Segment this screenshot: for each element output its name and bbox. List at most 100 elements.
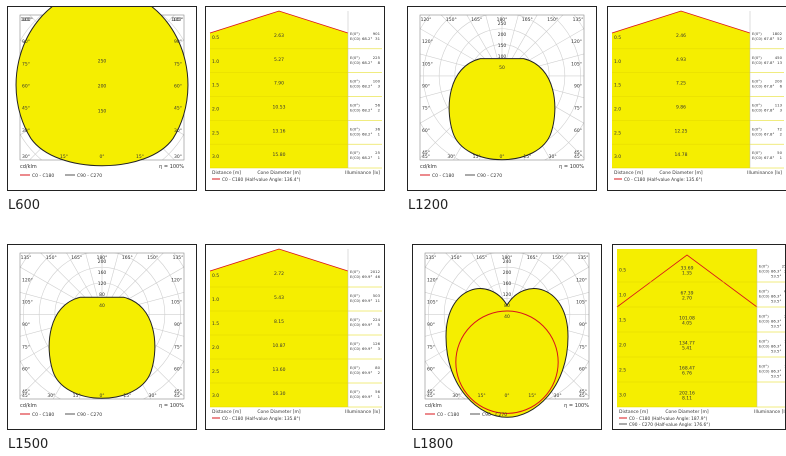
- angle-label-top: 135°: [578, 255, 589, 261]
- row-angle: 86.3°: [771, 269, 781, 274]
- row-e2: E(C0): [752, 131, 763, 136]
- row-lux-2: 5: [378, 322, 381, 327]
- row-e2: E(C0): [350, 60, 361, 65]
- row-lux-2: 2: [378, 107, 381, 112]
- radial-value: 50: [499, 65, 505, 71]
- row-lux-2: 11: [375, 298, 380, 303]
- angle-label-bottom: 15°: [60, 154, 68, 160]
- radial-value: 150: [98, 109, 107, 115]
- row-angle: 68.2°: [362, 60, 372, 65]
- angle-label-right: 30°: [174, 128, 182, 134]
- row-distance: 1.0: [614, 59, 621, 65]
- row-distance: 1.5: [614, 83, 621, 89]
- angle-label-right: 45°: [174, 106, 182, 112]
- row-distance: 2.5: [619, 368, 626, 374]
- caption-l1200: L1200: [408, 198, 449, 213]
- row-lux: 901: [373, 31, 381, 36]
- row-angle-2: 53.5°: [771, 274, 781, 279]
- footer-diameter: Cone Diameter [m]: [257, 409, 301, 415]
- row-diameter: 10.53: [273, 104, 286, 110]
- row-angle: 67.8°: [764, 131, 774, 136]
- angle-label-top: 165°: [476, 255, 487, 261]
- row-lux: 28: [784, 314, 786, 319]
- row-angle: 86.3°: [771, 369, 781, 374]
- angle-label-bottom: 30°: [447, 154, 455, 160]
- angle-label-bottom: 15°: [123, 393, 131, 399]
- angle-label-right: 75°: [574, 106, 582, 112]
- angle-label-bottom: 30°: [174, 154, 182, 160]
- angle-label-right: 105°: [171, 17, 182, 23]
- row-e2: E(C0): [350, 298, 361, 303]
- row-e2: E(C0): [350, 370, 361, 375]
- angle-label-left: 90°: [22, 39, 30, 45]
- radial-value: 250: [98, 59, 107, 65]
- row-diameter: 10.87: [273, 343, 286, 349]
- row-e1: E(0°): [752, 31, 762, 36]
- intensity-curve-c0: [15, 7, 189, 167]
- row-angle: 67.8°: [764, 107, 774, 112]
- row-lux-2: 3: [780, 107, 783, 112]
- legend-text: C0 - C180 (Half-value Angle: 136.4°): [222, 177, 301, 183]
- row-distance: 2.0: [212, 345, 219, 351]
- row-lux-2: 20: [784, 269, 786, 274]
- row-diameter: 12.25: [675, 128, 688, 134]
- angle-label-right: 45°: [174, 389, 182, 395]
- row-e2: E(C0): [752, 60, 763, 65]
- radial-value: 120: [98, 281, 107, 287]
- angle-label-right: 90°: [174, 39, 182, 45]
- unit-label: cd/klm: [425, 403, 442, 409]
- angle-label-right: 45°: [579, 389, 587, 395]
- row-angle: 86.3°: [771, 319, 781, 324]
- angle-label-left: 90°: [22, 322, 30, 328]
- row-lux: 100: [373, 79, 381, 84]
- row-angle-2: 53.5°: [771, 374, 781, 379]
- cone-fill: [210, 249, 348, 407]
- efficiency-label: η = 100%: [559, 164, 584, 170]
- angle-label-left: 60°: [22, 367, 30, 373]
- angle-label-right: 105°: [571, 61, 582, 67]
- angle-label-top: 165°: [122, 255, 133, 261]
- angle-label-top: 150°: [451, 255, 462, 261]
- efficiency-label: η = 100%: [564, 403, 589, 409]
- cone-edge: [209, 248, 349, 272]
- footer-distance: Distance [m]: [212, 170, 241, 176]
- row-e1: E(0°): [350, 150, 360, 155]
- row-lux: 56: [375, 389, 380, 394]
- row-e2: E(C0): [350, 322, 361, 327]
- footer-illum: Illuminance [lx]: [345, 409, 380, 415]
- row-lux-2: 6: [780, 84, 783, 89]
- angle-label-bottom: 30°: [549, 154, 557, 160]
- row-diameter: 33.69: [681, 266, 694, 272]
- angle-label-right: 60°: [174, 367, 182, 373]
- angle-label-right: 120°: [576, 277, 587, 283]
- angle-label-bottom: 15°: [73, 393, 81, 399]
- row-angle: 69.9°: [362, 298, 372, 303]
- angle-label-top: 105°: [21, 17, 32, 23]
- radial-value: 80: [504, 303, 510, 309]
- row-diameter: 9.86: [676, 104, 686, 110]
- cone-fill: [210, 11, 348, 168]
- angle-label-left: 120°: [427, 277, 438, 283]
- legend-label-c0: C0 - C180: [437, 412, 459, 418]
- row-lux: 1802: [772, 31, 782, 36]
- row-diameter: 67.39: [681, 291, 694, 297]
- angle-label-left: 120°: [422, 39, 433, 45]
- plot-frame: [19, 252, 185, 400]
- row-e2: E(C0): [350, 131, 361, 136]
- angle-label-left: 120°: [22, 277, 33, 283]
- footer-illum: Illuminance [lx]: [345, 170, 380, 176]
- row-lux-2: 13: [777, 60, 782, 65]
- row-diameter-2: 8.11: [682, 396, 692, 402]
- row-lux-2: 2: [780, 131, 783, 136]
- row-diameter: 13.60: [273, 367, 286, 373]
- legend-label-c0: C0 - C180: [32, 412, 54, 418]
- angle-label-bottom: 15°: [523, 154, 531, 160]
- row-distance: 2.5: [212, 130, 219, 136]
- row-diameter: 4.93: [676, 57, 686, 63]
- angle-label-left: 45°: [22, 106, 30, 112]
- row-e1: E(0°): [752, 126, 762, 131]
- row-e1: E(0°): [752, 55, 762, 60]
- row-distance: 2.0: [619, 343, 626, 349]
- row-angle: 69.9°: [362, 346, 372, 351]
- row-e1: E(0°): [350, 79, 360, 84]
